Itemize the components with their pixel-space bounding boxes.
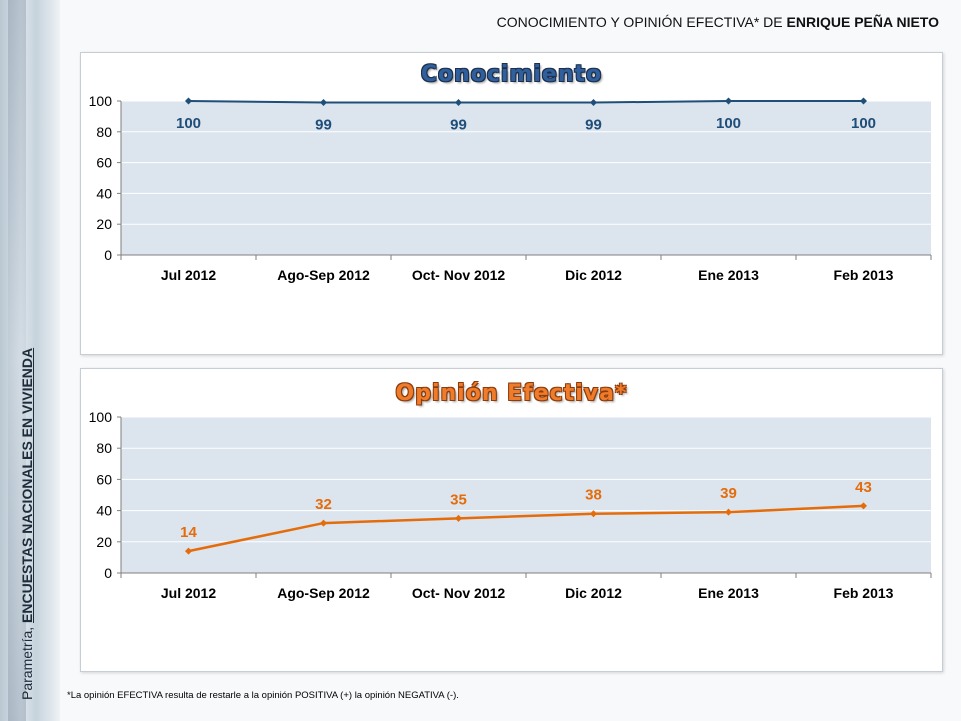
- x-tick-label: Feb 2013: [834, 585, 894, 601]
- x-tick-label: Dic 2012: [565, 585, 622, 601]
- data-point: [455, 99, 462, 107]
- y-tick-label: 0: [104, 565, 112, 581]
- data-point: [725, 508, 732, 516]
- data-point: [590, 99, 597, 107]
- data-label: 32: [315, 496, 332, 513]
- chart-panel-conocimiento: Conocimiento 0 20 40 60 80 100 Jul 2012 Ago-Sep…: [80, 52, 943, 355]
- data-label: 100: [851, 115, 876, 132]
- decorative-side-strip: [0, 0, 60, 721]
- y-tick-label: 20: [96, 534, 112, 550]
- y-tick-label: 60: [96, 471, 112, 487]
- data-label: 100: [716, 115, 741, 132]
- side-caption-prefix: Parametría,: [19, 626, 35, 700]
- data-point: [860, 502, 867, 510]
- x-tick-label: Feb 2013: [834, 267, 894, 283]
- side-caption-emphasis: ENCUESTAS NACIONALES EN VIVIENDA: [19, 347, 35, 623]
- y-tick-label: 20: [96, 216, 112, 232]
- data-point: [320, 99, 327, 107]
- x-tick-label: Dic 2012: [565, 267, 622, 283]
- chart-panel-opinion: Opinión Efectiva* 0 20 40 60 80 100 Jul 2012 Ag…: [80, 368, 943, 672]
- y-tick-label: 40: [96, 503, 112, 519]
- y-tick-label: 80: [96, 124, 112, 140]
- data-label: 100: [176, 115, 201, 132]
- series-line: [188, 504, 864, 553]
- data-label: 35: [450, 491, 467, 508]
- x-tick-label: Ago-Sep 2012: [277, 267, 370, 283]
- y-tick-label: 60: [96, 155, 112, 171]
- chart-title-opinion: Opinión Efectiva*: [395, 381, 628, 406]
- page-title-prefix: CONOCIMIENTO Y OPINIÓN EFECTIVA* DE: [496, 14, 783, 30]
- series-line: [188, 100, 864, 104]
- data-point: [185, 97, 192, 105]
- y-tick-label: 100: [89, 93, 113, 109]
- chart-opinion-efectiva: 0 20 40 60 80 100 Jul 2012 Ago-Sep 2012 Oct- Nov…: [89, 409, 932, 601]
- y-tick-label: 80: [96, 440, 112, 456]
- data-label: 99: [585, 117, 602, 134]
- page-title: CONOCIMIENTO Y OPINIÓN EFECTIVA* DE ENRI…: [497, 14, 939, 30]
- x-tick-label: Ene 2013: [698, 585, 759, 601]
- plot-area: [121, 417, 931, 573]
- page-title-name: ENRIQUE PEÑA NIETO: [786, 14, 939, 30]
- x-tick-label: Oct- Nov 2012: [412, 585, 506, 601]
- x-tick-label: Ago-Sep 2012: [277, 585, 370, 601]
- x-tick-label: Jul 2012: [161, 585, 216, 601]
- side-caption: Parametría, ENCUESTAS NACIONALES EN VIVI…: [19, 348, 35, 700]
- x-tick-label: Jul 2012: [161, 267, 216, 283]
- x-tick-label: Ene 2013: [698, 267, 759, 283]
- data-label: 39: [720, 485, 737, 502]
- plot-area: [121, 101, 931, 255]
- y-tick-label: 100: [89, 409, 113, 425]
- data-point: [590, 510, 597, 518]
- data-label: 43: [855, 479, 872, 496]
- chart-conocimiento: 0 20 40 60 80 100 Jul 2012 Ago-Sep 2012 Oct- Nov…: [89, 93, 932, 283]
- data-label: 99: [315, 117, 332, 134]
- data-point: [320, 519, 327, 527]
- data-label: 38: [585, 487, 602, 504]
- x-tick-label: Oct- Nov 2012: [412, 267, 506, 283]
- data-point: [455, 514, 462, 522]
- y-tick-label: 40: [96, 185, 112, 201]
- data-label: 99: [450, 117, 467, 134]
- y-tick-label: 0: [104, 247, 112, 263]
- data-label: 14: [180, 524, 197, 541]
- data-point: [185, 547, 192, 555]
- chart-title-conocimiento: Conocimiento: [420, 62, 603, 87]
- data-point: [860, 97, 867, 105]
- data-point: [725, 97, 732, 105]
- footnote: *La opinión EFECTIVA resulta de restarle…: [67, 690, 459, 701]
